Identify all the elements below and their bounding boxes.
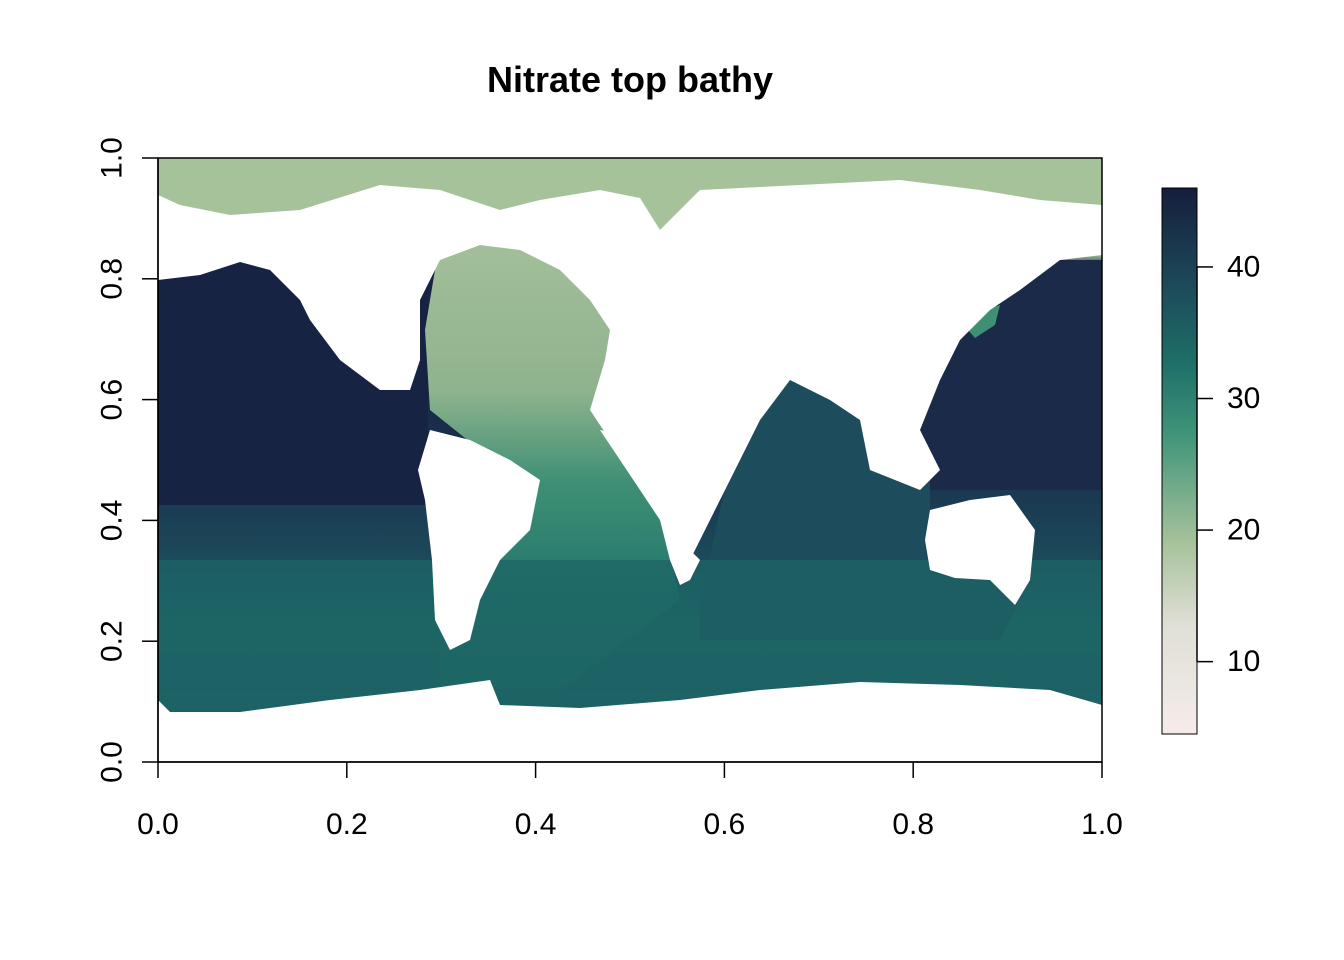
colorbar-axis: 10 20 30 40	[1196, 250, 1260, 678]
land-antarctica	[158, 680, 1102, 762]
y-tick-label: 0.4	[96, 500, 129, 542]
y-tick-label: 0.2	[96, 620, 129, 662]
land-australia	[925, 495, 1035, 605]
chart-title: Nitrate top bathy	[487, 59, 773, 100]
land-northern	[158, 180, 1102, 580]
colorbar-tick-label: 20	[1227, 514, 1260, 547]
y-tick-label: 0.8	[96, 258, 129, 300]
land-masses	[158, 180, 1102, 762]
land-south-america	[418, 430, 540, 650]
y-tick-label: 1.0	[96, 137, 129, 179]
colorbar	[1161, 187, 1198, 735]
y-axis: 0.0 0.2 0.4 0.6 0.8 1.0	[96, 137, 159, 783]
heatmap-field	[158, 158, 1102, 762]
y-tick-label: 0.6	[96, 379, 129, 421]
x-tick-label: 0.0	[137, 808, 179, 841]
colorbar-tick-label: 10	[1227, 645, 1260, 678]
x-axis: 0.0 0.2 0.4 0.6 0.8 1.0	[137, 761, 1123, 841]
japan-sea-region	[968, 305, 1000, 338]
x-tick-label: 0.4	[515, 808, 557, 841]
land-africa	[600, 430, 700, 585]
y-tick-label: 0.0	[96, 741, 129, 783]
colorbar-tick-label: 40	[1227, 250, 1260, 283]
x-tick-label: 0.8	[892, 808, 934, 841]
colorbar-tick-label: 30	[1227, 382, 1260, 415]
x-tick-label: 0.6	[704, 808, 746, 841]
x-tick-label: 0.2	[326, 808, 368, 841]
x-tick-label: 1.0	[1081, 808, 1123, 841]
